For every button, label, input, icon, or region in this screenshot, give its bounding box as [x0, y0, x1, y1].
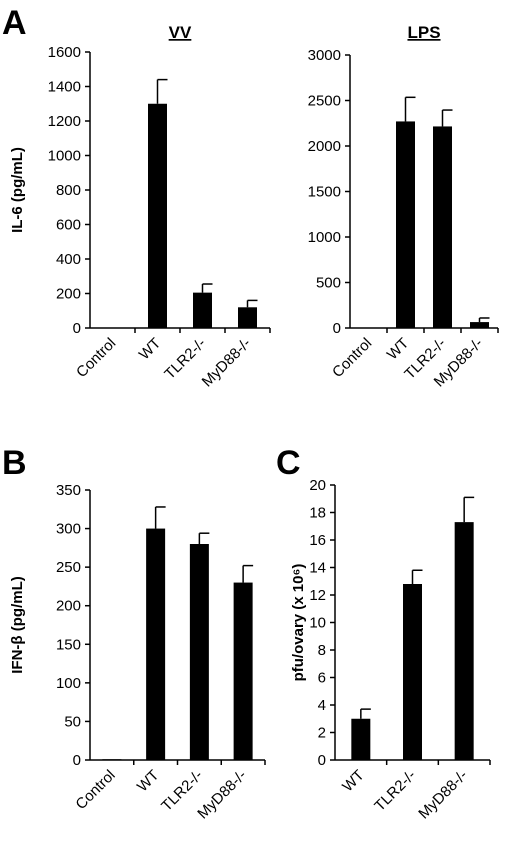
category-label: MyD88-/- [415, 767, 471, 823]
bar [470, 322, 489, 328]
y-tick-label: 2000 [308, 138, 341, 155]
category-label: WT [339, 767, 368, 796]
category-label: WT [134, 767, 163, 796]
y-tick-label: 500 [316, 275, 341, 292]
y-tick-label: 150 [56, 636, 81, 653]
y-tick-label: 4 [318, 697, 326, 714]
category-label: Control [329, 335, 375, 381]
bar [454, 522, 474, 760]
y-tick-label: 1000 [308, 229, 341, 246]
panel-letter-a: A [2, 4, 27, 42]
y-tick-label: 1400 [48, 79, 81, 96]
chart-title: LPS [407, 23, 440, 42]
y-tick-label: 0 [333, 320, 341, 337]
y-tick-label: 3000 [308, 47, 341, 64]
category-label: MyD88-/- [194, 767, 250, 823]
y-tick-label: 250 [56, 559, 81, 576]
panel-letter-c: C [276, 444, 301, 482]
y-tick-label: 1500 [308, 184, 341, 201]
y-tick-label: 18 [309, 505, 326, 522]
y-tick-label: 12 [309, 587, 326, 604]
bar [193, 292, 212, 328]
y-tick-label: 200 [56, 598, 81, 615]
y-tick-label: 350 [56, 482, 81, 499]
y-tick-label: 20 [309, 477, 326, 494]
y-tick-label: 100 [56, 675, 81, 692]
y-tick-label: 10 [309, 615, 326, 632]
bar [102, 759, 122, 760]
y-tick-label: 16 [309, 532, 326, 549]
category-label: Control [73, 335, 119, 381]
bar [433, 126, 452, 328]
chart-pfu: 0 2 4 6 8 10 12 14 16 18 20 WT TLR2-/-MyD88-/- pfu/ov… [290, 477, 491, 823]
bar [396, 121, 415, 329]
y-tick-label: 1200 [48, 113, 81, 130]
y-tick-label: 0 [318, 752, 326, 769]
bar [351, 718, 371, 760]
y-tick-label: 600 [56, 217, 81, 234]
y-tick-label: 1600 [48, 44, 81, 61]
y-tick-label: 300 [56, 521, 81, 538]
y-tick-label: 400 [56, 251, 81, 268]
panel-letter-b: B [2, 444, 27, 482]
bar [189, 544, 209, 760]
category-label: Control [72, 767, 118, 813]
y-tick-label: 1000 [48, 148, 81, 165]
y-axis-label: pfu/ovary (x 10⁶) [290, 564, 307, 682]
y-tick-label: 50 [64, 713, 81, 730]
y-axis-label: IL-6 (pg/mL) [9, 147, 26, 233]
y-tick-label: 800 [56, 182, 81, 199]
bar [148, 103, 167, 328]
y-tick-label: 0 [73, 752, 81, 769]
y-tick-label: 8 [318, 642, 326, 659]
chart-title: VV [169, 23, 192, 42]
category-label: MyD88-/- [199, 335, 255, 391]
y-tick-label: 14 [309, 560, 326, 577]
y-tick-label: 2500 [308, 93, 341, 110]
y-tick-label: 0 [73, 320, 81, 337]
category-label: WT [136, 335, 165, 364]
y-tick-label: 200 [56, 286, 81, 303]
bar [233, 582, 253, 760]
category-label: TLR2-/- [371, 767, 419, 815]
bar [146, 528, 166, 760]
y-tick-label: 2 [318, 725, 326, 742]
category-label: WT [384, 335, 413, 364]
y-tick-label: 6 [318, 670, 326, 687]
bar [238, 307, 257, 328]
y-axis-label: IFN-β (pg/mL) [9, 576, 26, 673]
bar [403, 584, 422, 760]
